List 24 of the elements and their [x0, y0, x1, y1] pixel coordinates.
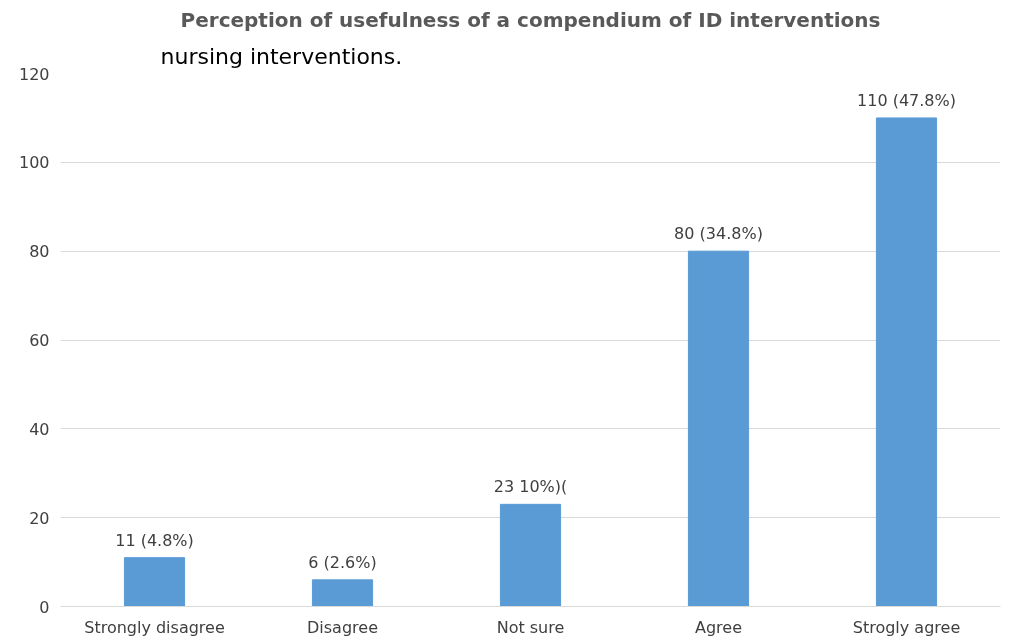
x-tick-label: Disagree [307, 617, 378, 637]
data-label: 23 10%)( [493, 477, 568, 497]
bar [311, 579, 374, 607]
x-tick-label: Strogly agree [852, 617, 961, 637]
x-tick-label: Not sure [496, 617, 565, 637]
data-label: 11 (4.8%) [115, 530, 194, 550]
data-label: 80 (34.8%) [674, 224, 763, 244]
y-tick-label: 120 [18, 64, 50, 84]
y-tick-label: 40 [29, 419, 50, 439]
text: nursing interventions. [160, 43, 403, 69]
data-label: 110 (47.8%) [857, 90, 956, 110]
y-tick-label: 100 [18, 153, 50, 173]
y-tick-label: 80 [29, 242, 50, 262]
y-tick-label: 60 [29, 331, 50, 350]
data-label: 6 (2.6%) [308, 552, 377, 572]
x-tick-label: Agree [694, 617, 743, 637]
bar [123, 557, 186, 607]
bar [687, 250, 750, 607]
x-tick-label: Strongly disagree [84, 617, 225, 637]
bar [499, 503, 562, 607]
bar [875, 117, 938, 607]
chart-title: Perception of usefulness of a compendium of ID interventions [180, 7, 881, 32]
y-tick-label: 20 [29, 508, 50, 528]
y-tick-label: 0 [39, 597, 50, 617]
